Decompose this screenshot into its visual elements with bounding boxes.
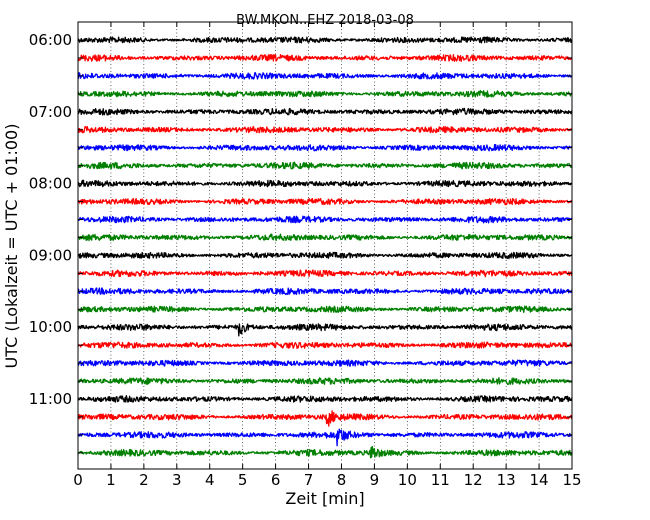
x-tick-label: 7 [304, 471, 314, 489]
y-tick-label: 11:00 [29, 390, 72, 408]
seismic-traces [77, 36, 573, 459]
trace-0630 [77, 72, 573, 80]
trace-0845 [77, 233, 573, 242]
trace-1045 [77, 377, 573, 386]
y-tick-label: 08:00 [29, 175, 72, 193]
trace-0830 [77, 215, 573, 224]
plot-frame [77, 21, 573, 470]
x-axis: 0 1 2 3 4 5 6 7 8 9 10 11 12 13 14 15 [73, 22, 582, 489]
trace-1000 [77, 323, 573, 337]
trace-0715 [77, 125, 573, 134]
x-tick-label: 3 [172, 471, 182, 489]
trace-0815 [77, 197, 573, 206]
trace-0730 [77, 144, 573, 152]
x-tick-label: 5 [238, 471, 248, 489]
x-tick-label: 13 [497, 471, 516, 489]
trace-0645 [77, 90, 573, 98]
y-tick-label: 10:00 [29, 318, 72, 336]
trace-0800 [77, 179, 573, 188]
y-tick-label: 07:00 [29, 103, 72, 121]
y-tick-label: 06:00 [29, 31, 72, 49]
x-tick-label: 15 [562, 471, 581, 489]
x-tick-label: 8 [337, 471, 347, 489]
trace-0600 [77, 36, 573, 44]
x-tick-label: 14 [530, 471, 549, 489]
trace-0700 [77, 107, 573, 116]
trace-0615 [77, 53, 573, 62]
y-axis: 06:00 07:00 08:00 09:00 10:00 11:00 [29, 31, 572, 454]
y-axis-label: UTC (Lokalzeit = UTC + 01:00) [2, 124, 21, 369]
y-tick-label: 09:00 [29, 246, 72, 264]
trace-1030 [77, 359, 573, 367]
trace-0900 [77, 251, 573, 260]
trace-1145 [77, 445, 573, 459]
x-tick-label: 12 [464, 471, 483, 489]
trace-0945 [77, 305, 573, 314]
x-tick-label: 4 [205, 471, 215, 489]
x-tick-label: 10 [398, 471, 417, 489]
x-tick-label: 6 [271, 471, 281, 489]
trace-1130 [77, 428, 573, 447]
x-axis-label: Zeit [min] [285, 489, 364, 508]
trace-0930 [77, 287, 573, 296]
chart-title: BW.MKON..EHZ 2018-03-08 [236, 13, 414, 28]
trace-0745 [77, 161, 573, 170]
x-tick-label: 11 [431, 471, 450, 489]
x-tick-label: 1 [106, 471, 116, 489]
trace-1015 [77, 341, 573, 349]
x-tick-label: 2 [139, 471, 149, 489]
trace-0915 [77, 269, 573, 278]
x-tick-label: 9 [370, 471, 380, 489]
trace-1115 [77, 410, 573, 427]
trace-1100 [77, 395, 573, 403]
x-tick-label: 0 [73, 471, 83, 489]
